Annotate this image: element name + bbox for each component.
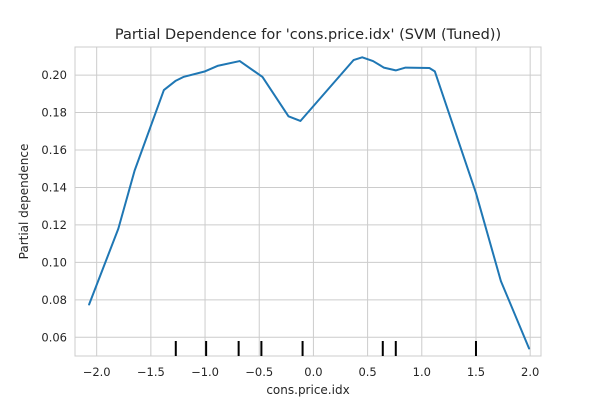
rug-layer (174, 341, 477, 356)
x-tick-label: 0.0 (304, 365, 322, 379)
x-tick-labels: −2.0 −1.5 −1.0 −0.5 0.0 0.5 1.0 1.5 2.0 (83, 365, 540, 379)
y-tick-label: 0.14 (41, 180, 67, 194)
plot-frame (74, 46, 542, 357)
y-tick-label: 0.06 (41, 330, 67, 344)
y-tick-label: 0.18 (41, 106, 67, 120)
y-axis-label: Partial dependence (17, 144, 31, 260)
x-tick-label: −2.0 (83, 365, 111, 379)
x-tick-label: 2.0 (521, 365, 539, 379)
x-tick-label: −1.0 (191, 365, 219, 379)
y-tick-labels: 0.06 0.08 0.10 0.12 0.14 0.16 0.18 0.20 (41, 68, 67, 344)
y-tick-label: 0.16 (41, 143, 67, 157)
x-tick-label: 0.5 (358, 365, 376, 379)
chart-title: Partial Dependence for 'cons.price.idx' … (115, 27, 501, 43)
y-tick-label: 0.12 (41, 218, 67, 232)
y-tick-label: 0.08 (41, 293, 67, 307)
y-tick-label: 0.20 (41, 68, 67, 82)
y-tick-label: 0.10 (41, 255, 67, 269)
grid-layer (75, 47, 541, 356)
line-layer (88, 56, 531, 350)
x-tick-label: 1.0 (413, 365, 431, 379)
x-tick-label: −0.5 (245, 365, 273, 379)
x-tick-label: −1.5 (137, 365, 165, 379)
x-tick-label: 1.5 (467, 365, 485, 379)
partial-dependence-line (88, 56, 531, 350)
x-axis-label: cons.price.idx (266, 383, 349, 397)
